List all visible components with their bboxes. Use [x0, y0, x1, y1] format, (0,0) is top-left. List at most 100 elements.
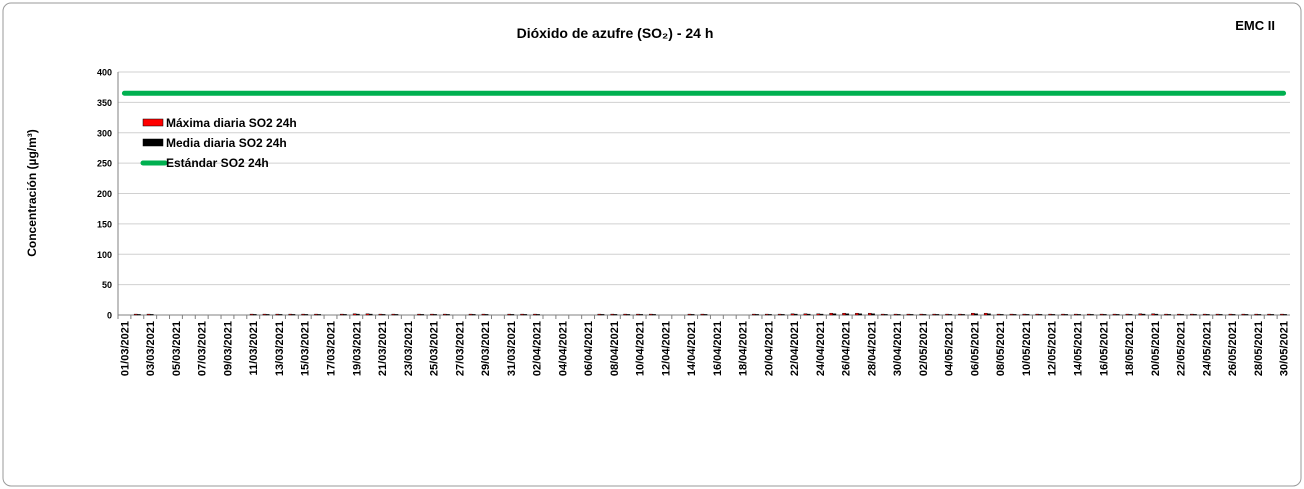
bar: [777, 313, 782, 316]
bar: [1283, 314, 1287, 316]
bar: [378, 313, 383, 316]
bar: [265, 314, 270, 316]
x-tick-label: 13/03/2021: [274, 321, 286, 376]
bar: [613, 314, 618, 316]
bar: [481, 313, 486, 316]
x-tick-label: 14/04/2021: [686, 321, 698, 376]
y-tick-label: 50: [102, 280, 112, 290]
bar: [600, 314, 605, 316]
bar: [1061, 313, 1065, 316]
bar: [1038, 314, 1043, 316]
x-tick-label: 05/03/2021: [171, 321, 183, 376]
bar: [1128, 314, 1133, 316]
bar: [855, 312, 859, 316]
legend-swatch: [142, 118, 164, 127]
x-tick-label: 22/04/2021: [789, 321, 801, 376]
x-tick-label: 12/04/2021: [660, 321, 672, 376]
y-tick-label: 0: [107, 311, 112, 321]
bar: [262, 313, 267, 316]
bar: [803, 313, 808, 316]
y-tick-label: 400: [97, 68, 112, 78]
bar: [983, 312, 988, 316]
bar: [275, 313, 280, 316]
x-tick-label: 25/03/2021: [429, 321, 441, 376]
bar: [356, 313, 360, 316]
bar: [819, 313, 824, 316]
bar: [932, 313, 937, 316]
bar: [368, 313, 373, 316]
bar: [523, 314, 528, 316]
bar: [446, 314, 450, 316]
bar: [133, 313, 138, 316]
x-tick-label: 16/05/2021: [1098, 321, 1110, 376]
bar: [291, 314, 296, 316]
bar: [1177, 313, 1181, 316]
bar: [484, 314, 489, 316]
bar: [304, 314, 309, 316]
bar: [1267, 313, 1271, 316]
x-tick-label: 03/03/2021: [145, 321, 157, 376]
x-tick-label: 12/05/2021: [1047, 321, 1059, 376]
bar: [507, 313, 512, 316]
x-tick-label: 31/03/2021: [506, 321, 518, 376]
bar: [884, 314, 888, 316]
bar: [842, 312, 846, 316]
x-tick-label: 21/03/2021: [377, 321, 389, 376]
x-tick-label: 02/05/2021: [918, 321, 930, 376]
x-tick-label: 07/03/2021: [197, 321, 209, 376]
bar: [510, 314, 515, 316]
bar: [790, 313, 795, 316]
x-tick-label: 10/04/2021: [635, 321, 647, 376]
x-tick-label: 11/03/2021: [248, 321, 260, 375]
bar: [793, 313, 798, 316]
bar: [1138, 313, 1143, 316]
bar: [520, 313, 524, 316]
legend-label: Media diaria SO2 24h: [166, 136, 287, 150]
x-tick-label: 14/05/2021: [1072, 321, 1084, 376]
legend-label: Máxima diaria SO2 24h: [166, 116, 297, 130]
x-tick-label: 30/05/2021: [1279, 321, 1291, 376]
bar: [1254, 313, 1259, 316]
bar: [433, 314, 437, 316]
bar: [626, 314, 631, 316]
bar: [149, 314, 154, 316]
x-tick-label: 08/05/2021: [995, 321, 1007, 376]
bar: [1180, 314, 1184, 316]
bar: [1048, 313, 1052, 316]
bar: [1115, 314, 1120, 316]
bar: [909, 314, 914, 316]
bar: [829, 312, 833, 316]
bar: [1077, 314, 1081, 316]
bar: [1270, 314, 1275, 316]
bar: [146, 313, 151, 316]
x-tick-label: 23/03/2021: [403, 321, 415, 376]
x-tick-label: 24/04/2021: [815, 321, 827, 376]
bar: [1151, 313, 1155, 316]
x-tick-label: 10/05/2021: [1021, 321, 1033, 376]
x-tick-label: 04/04/2021: [557, 321, 569, 376]
bar: [417, 313, 421, 316]
x-tick-label: 06/05/2021: [969, 321, 981, 376]
bar: [858, 313, 862, 316]
bar: [974, 313, 978, 316]
x-tick-label: 30/04/2021: [892, 321, 904, 376]
x-tick-label: 01/03/2021: [119, 321, 131, 376]
bar: [1164, 313, 1168, 316]
x-tick-label: 20/04/2021: [763, 321, 775, 376]
bar: [1009, 313, 1014, 316]
bar: [948, 314, 953, 316]
x-tick-label: 16/04/2021: [712, 321, 724, 376]
bar: [832, 313, 837, 316]
bar: [1074, 313, 1078, 316]
bar: [420, 314, 425, 316]
bar: [533, 313, 537, 316]
x-tick-label: 06/04/2021: [583, 321, 595, 376]
bar: [1012, 314, 1017, 316]
bar: [249, 313, 254, 316]
bar: [137, 314, 141, 316]
bar: [752, 313, 756, 316]
bar: [703, 314, 708, 316]
bar: [468, 313, 473, 316]
bar: [636, 313, 640, 316]
